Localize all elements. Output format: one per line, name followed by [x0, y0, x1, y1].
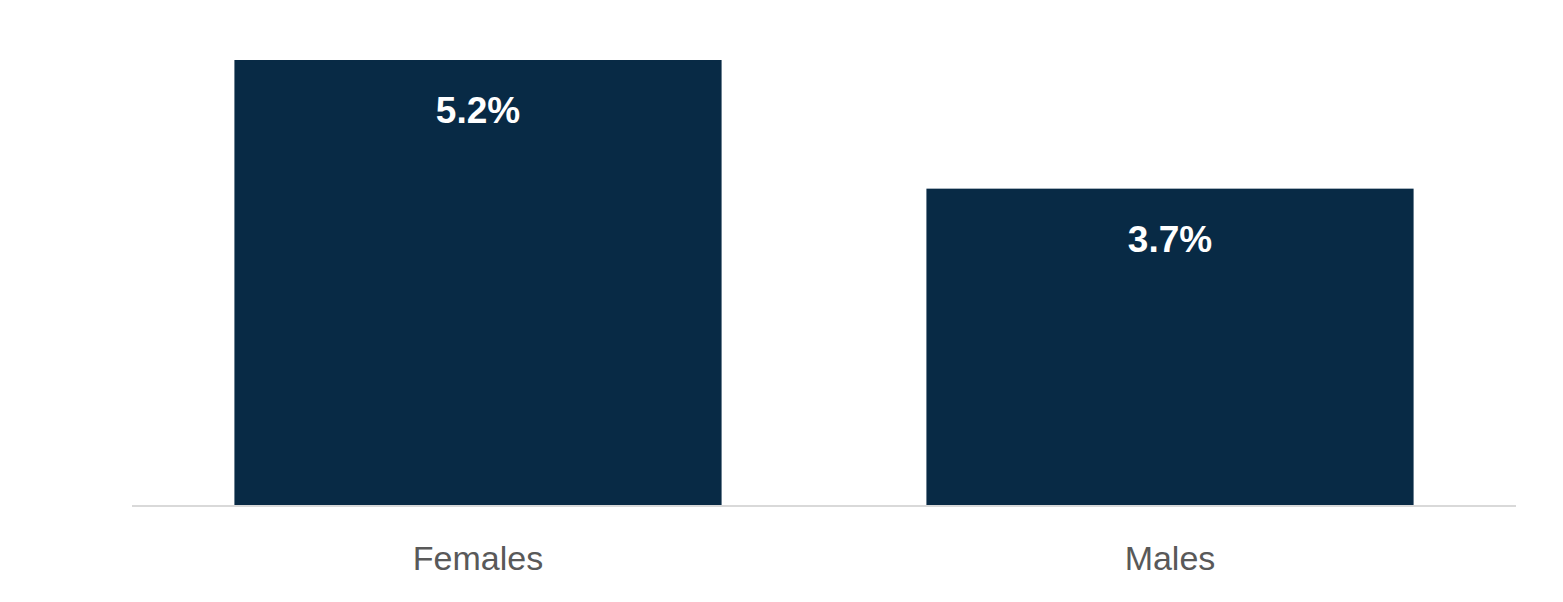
- bar: [234, 60, 721, 506]
- data-label: 3.7%: [1128, 219, 1212, 260]
- labels: 5.2% Females 3.7% Males: [413, 90, 1216, 577]
- chart-container: 5.2% Females 3.7% Males: [0, 0, 1563, 602]
- bar: [926, 189, 1413, 506]
- baseline: [132, 505, 1516, 507]
- data-label: 5.2%: [436, 90, 520, 131]
- chart-svg: 5.2% Females 3.7% Males: [0, 0, 1563, 602]
- category-label: Females: [413, 539, 543, 577]
- bars: [234, 60, 1413, 506]
- category-label: Males: [1125, 539, 1216, 577]
